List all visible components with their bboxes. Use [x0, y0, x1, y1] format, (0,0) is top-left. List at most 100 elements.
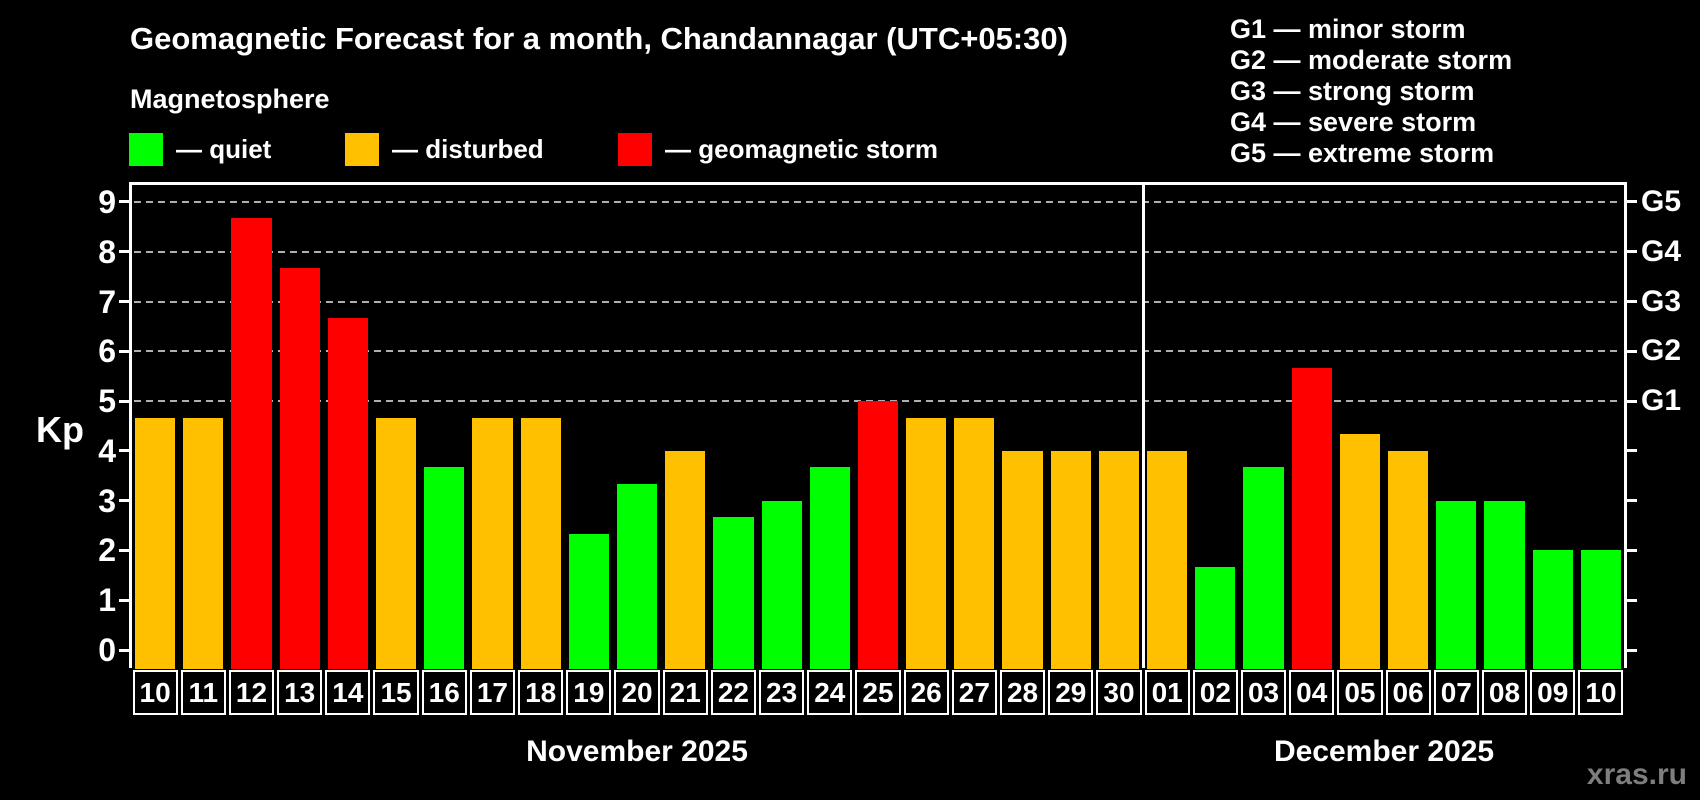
- kp-bar: [809, 467, 850, 669]
- y-tick-right: [1627, 548, 1637, 552]
- kp-bar: [1050, 450, 1091, 669]
- kp-bar: [1243, 467, 1284, 669]
- kp-bar: [713, 517, 754, 669]
- kp-bar: [954, 417, 995, 669]
- y-tick-right: [1627, 449, 1637, 453]
- kp-bar: [279, 268, 320, 669]
- kp-bar: [1098, 450, 1140, 669]
- y-tick-left: [119, 399, 129, 403]
- y-tick-left: [119, 499, 129, 503]
- g-legend-line-g4: G4 — severe storm: [1230, 107, 1477, 137]
- date-label: 26: [903, 670, 949, 715]
- date-label: 24: [807, 670, 853, 715]
- kp-bar: [1436, 500, 1477, 669]
- kp-bar: [1388, 450, 1429, 669]
- kp-bar: [761, 500, 802, 669]
- g-axis-label-g1: G1: [1641, 384, 1682, 418]
- date-label: 23: [759, 670, 805, 715]
- y-tick-right: [1627, 200, 1637, 204]
- date-label: 19: [566, 670, 612, 715]
- kp-bar: [520, 417, 561, 669]
- y-tick-right: [1627, 300, 1637, 304]
- kp-bar: [375, 417, 417, 669]
- y-tick-label: 0: [98, 632, 116, 668]
- kp-bar: [327, 317, 368, 669]
- gridline-kp-6: [134, 350, 1622, 353]
- legend-item-storm: — geomagnetic storm: [618, 133, 938, 166]
- y-tick-left: [119, 548, 129, 552]
- legend-label-storm: — geomagnetic storm: [665, 134, 939, 164]
- gridline-kp-9: [134, 200, 1622, 203]
- gridline-kp-8: [134, 250, 1622, 253]
- date-label: 29: [1048, 670, 1094, 715]
- legend-swatch-quiet: [129, 133, 163, 166]
- date-label: 22: [710, 670, 756, 715]
- date-label: 12: [228, 670, 275, 715]
- kp-bar: [616, 484, 658, 669]
- g-legend-line-g3: G3 — strong storm: [1230, 76, 1475, 106]
- y-tick-right: [1627, 349, 1637, 353]
- kp-bar: [1339, 434, 1381, 669]
- legend-swatch-storm: [618, 133, 652, 166]
- g-axis-label-g4: G4: [1641, 234, 1682, 268]
- kp-bar: [1484, 500, 1525, 669]
- gridline-kp-7: [134, 300, 1622, 303]
- legend-swatch-disturbed: [345, 133, 379, 166]
- y-tick-left: [119, 300, 129, 304]
- y-tick-label: 9: [98, 183, 116, 220]
- date-label: 08: [1481, 670, 1528, 715]
- kp-axis-title: Kp: [36, 409, 84, 450]
- date-label: 10: [1578, 670, 1624, 715]
- y-tick-left: [119, 449, 129, 453]
- date-label: 18: [518, 670, 564, 715]
- date-label: 21: [662, 670, 708, 715]
- y-tick-label: 7: [98, 283, 116, 320]
- legend-label-quiet: — quiet: [176, 134, 272, 164]
- y-tick-left: [119, 598, 129, 602]
- y-tick-label: 6: [98, 333, 116, 370]
- month-label: November 2025: [526, 735, 748, 768]
- y-tick-right: [1627, 399, 1637, 403]
- g-legend-line-g5: G5 — extreme storm: [1230, 138, 1495, 168]
- g-legend-line-g2: G2 — moderate storm: [1230, 45, 1513, 75]
- kp-bar: [135, 417, 176, 669]
- date-label: 15: [373, 670, 419, 715]
- kp-bar: [906, 417, 947, 669]
- y-tick-right: [1627, 598, 1637, 602]
- y-axis-left: [129, 182, 132, 668]
- date-label: 11: [180, 670, 226, 715]
- y-tick-right: [1627, 250, 1637, 254]
- date-label: 03: [1240, 670, 1287, 715]
- y-tick-left: [119, 200, 129, 204]
- kp-bar: [1291, 367, 1332, 669]
- date-label: 17: [469, 670, 516, 715]
- g-scale-legend: G1 — minor storm G2 — moderate storm G3 — …: [1230, 14, 1512, 169]
- g-axis-label-g3: G3: [1641, 284, 1682, 318]
- y-tick-left: [119, 648, 129, 652]
- g-axis-label-g2: G2: [1641, 334, 1682, 368]
- date-label: 20: [614, 670, 660, 715]
- date-label: 06: [1385, 670, 1431, 715]
- g-legend-line-g1: G1 — minor storm: [1230, 14, 1466, 44]
- kp-bar: [1532, 550, 1573, 669]
- g-axis-label-g5: G5: [1641, 184, 1682, 218]
- date-label: 02: [1192, 670, 1238, 715]
- y-tick-left: [119, 250, 129, 254]
- y-tick-label: 1: [98, 582, 116, 619]
- kp-bar: [665, 450, 706, 669]
- date-label: 16: [421, 670, 467, 715]
- kp-bar: [1195, 566, 1236, 669]
- date-label: 27: [951, 670, 997, 715]
- month-separator: [1141, 182, 1145, 668]
- y-tick-label: 5: [98, 383, 116, 420]
- y-tick-left: [119, 349, 129, 353]
- page-title: Geomagnetic Forecast for a month, Chanda…: [130, 21, 1068, 56]
- date-label: 14: [325, 670, 371, 715]
- kp-bar: [1580, 550, 1621, 669]
- date-label: 28: [999, 670, 1046, 715]
- date-label: 05: [1337, 670, 1383, 715]
- magnetosphere-label: Magnetosphere: [130, 84, 330, 114]
- date-label: 30: [1096, 670, 1142, 715]
- y-tick-right: [1627, 499, 1637, 503]
- kp-bar: [1147, 450, 1188, 669]
